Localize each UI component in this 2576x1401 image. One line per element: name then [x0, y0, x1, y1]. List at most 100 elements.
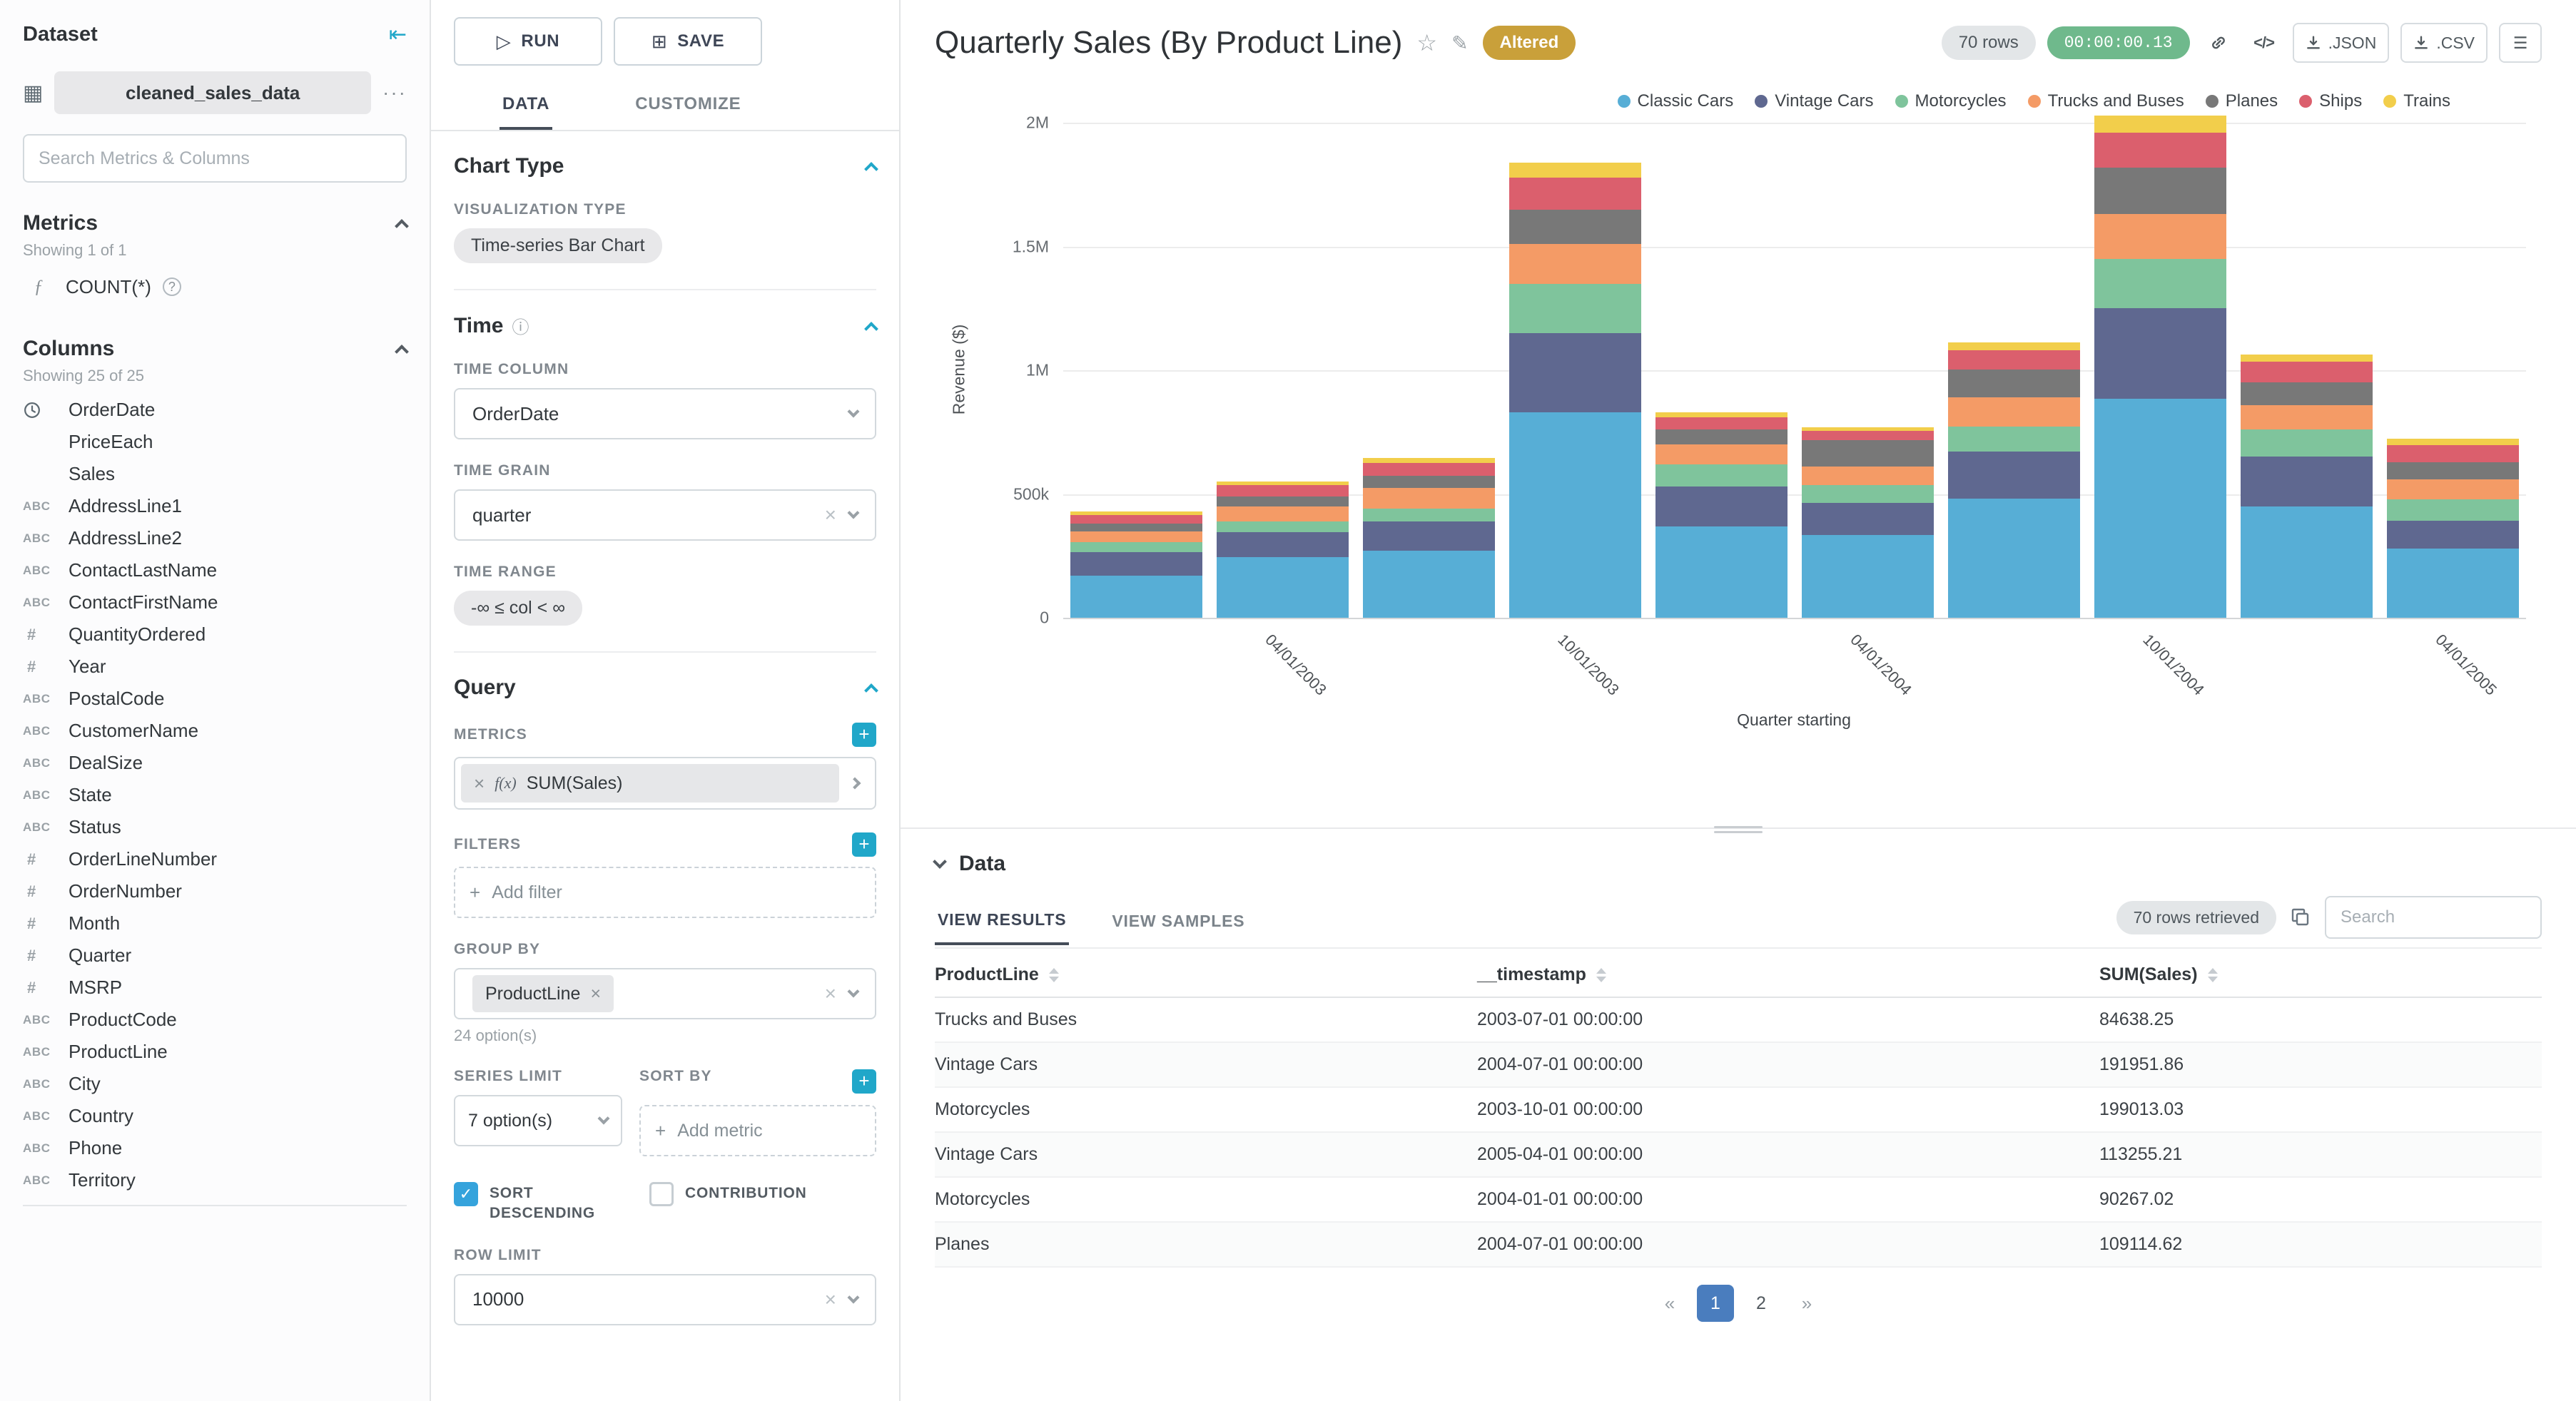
bar-segment-motorcycles[interactable] [2094, 258, 2226, 309]
bar-segment-vintage-cars[interactable] [1363, 521, 1495, 551]
bar-segment-motorcycles[interactable] [1070, 542, 1202, 553]
bar-segment-trains[interactable] [2094, 115, 2226, 133]
collapse-panel-icon[interactable]: ⇤ [388, 22, 407, 46]
legend-item-trains[interactable]: Trains [2383, 91, 2450, 111]
bar-segment-classic-cars[interactable] [2094, 398, 2226, 618]
bar-segment-vintage-cars[interactable] [2241, 457, 2373, 506]
pagination-prev[interactable]: « [1664, 1292, 1675, 1314]
add-sort-metric-dropzone[interactable]: + Add metric [639, 1105, 876, 1156]
table-row[interactable]: Vintage Cars 2004-07-01 00:00:00 191951.86 [935, 1042, 2542, 1088]
help-icon[interactable]: ? [162, 277, 181, 296]
bar-segment-trucks-and-buses[interactable] [2241, 404, 2373, 430]
legend-item-motorcycles[interactable]: Motorcycles [1895, 91, 2007, 111]
bar-segment-motorcycles[interactable] [2241, 429, 2373, 457]
bar-segment-ships[interactable] [1070, 515, 1202, 524]
sort-icon[interactable] [1596, 968, 1606, 983]
column-item[interactable]: ABC DealSize [23, 747, 407, 779]
metrics-columns-search-input[interactable] [23, 134, 407, 183]
column-item[interactable]: ABC Status [23, 811, 407, 843]
table-row[interactable]: Planes 2004-07-01 00:00:00 109114.62 [935, 1222, 2542, 1268]
chevron-up-icon[interactable] [395, 219, 409, 233]
bar-segment-planes[interactable] [1363, 475, 1495, 488]
bar-segment-ships[interactable] [1948, 350, 2080, 370]
bar-01/01/2004[interactable] [1655, 412, 1788, 618]
bar-segment-vintage-cars[interactable] [1070, 552, 1202, 576]
bar-01/01/2003[interactable] [1070, 511, 1202, 618]
bar-segment-trains[interactable] [1509, 162, 1641, 178]
chevron-up-icon[interactable] [864, 162, 878, 176]
bar-segment-trains[interactable] [1948, 342, 2080, 350]
series-limit-select[interactable]: 7 option(s) [454, 1095, 622, 1146]
export-json-button[interactable]: .JSON [2292, 23, 2390, 63]
bar-segment-ships[interactable] [1363, 463, 1495, 476]
column-item[interactable]: ABC Phone [23, 1132, 407, 1164]
bar-segment-ships[interactable] [2094, 132, 2226, 168]
bar-segment-vintage-cars[interactable] [1802, 502, 1934, 535]
bar-segment-trucks-and-buses[interactable] [1363, 487, 1495, 509]
column-item[interactable]: Sales [23, 458, 407, 490]
time-column-select[interactable]: OrderDate [454, 388, 876, 439]
column-item[interactable]: ABC City [23, 1068, 407, 1100]
export-csv-button[interactable]: .CSV [2400, 23, 2488, 63]
bar-07/01/2003[interactable] [1363, 458, 1495, 618]
pagination-page-2[interactable]: 2 [1756, 1293, 1766, 1313]
bar-segment-motorcycles[interactable] [1802, 485, 1934, 503]
column-item[interactable]: ABC AddressLine2 [23, 522, 407, 554]
copy-results-button[interactable] [2291, 907, 2311, 927]
bar-segment-classic-cars[interactable] [1509, 412, 1641, 618]
bar-segment-ships[interactable] [1217, 485, 1349, 497]
bar-04/01/2003[interactable] [1217, 482, 1349, 618]
bar-segment-trucks-and-buses[interactable] [1509, 244, 1641, 284]
bar-segment-vintage-cars[interactable] [2094, 308, 2226, 399]
bar-segment-vintage-cars[interactable] [1217, 532, 1349, 557]
bar-segment-planes[interactable] [1802, 439, 1934, 467]
bar-10/01/2004[interactable] [2094, 115, 2226, 618]
bar-segment-planes[interactable] [2387, 462, 2519, 480]
clear-icon[interactable]: × [824, 982, 836, 1004]
bar-segment-motorcycles[interactable] [1509, 283, 1641, 333]
dataset-name[interactable]: cleaned_sales_data [54, 71, 372, 114]
add-metric-button[interactable]: + [852, 723, 876, 747]
column-item[interactable]: ABC PostalCode [23, 683, 407, 715]
bar-segment-trains[interactable] [1802, 427, 1934, 432]
bar-segment-planes[interactable] [1948, 370, 2080, 397]
chart-canvas[interactable]: Classic Cars Vintage Cars Motorcycles Truck… [901, 71, 2576, 827]
clear-icon[interactable]: × [824, 1288, 836, 1310]
edit-title-icon[interactable]: ✎ [1451, 31, 1469, 54]
remove-metric-icon[interactable]: × [474, 772, 485, 794]
pagination-next[interactable]: » [1801, 1292, 1812, 1314]
column-item[interactable]: # OrderNumber [23, 875, 407, 907]
bar-segment-motorcycles[interactable] [1217, 521, 1349, 533]
checkbox-unchecked-icon[interactable] [649, 1182, 674, 1206]
column-item[interactable]: ABC Country [23, 1100, 407, 1132]
legend-item-vintage-cars[interactable]: Vintage Cars [1755, 91, 1874, 111]
bar-segment-classic-cars[interactable] [1948, 499, 2080, 618]
bar-segment-classic-cars[interactable] [1070, 576, 1202, 618]
add-filter-dropzone[interactable]: + Add filter [454, 867, 876, 918]
bar-segment-trains[interactable] [2241, 354, 2373, 362]
bar-segment-classic-cars[interactable] [2387, 548, 2519, 618]
tab-data[interactable]: DATA [500, 80, 553, 130]
column-item[interactable]: ABC ProductCode [23, 1004, 407, 1036]
table-row[interactable]: Trucks and Buses 2003-07-01 00:00:00 84638… [935, 997, 2542, 1043]
metric-item[interactable]: ƒ COUNT(*) ? [23, 265, 407, 308]
results-column-header[interactable]: __timestamp [1477, 952, 2099, 998]
bar-segment-trains[interactable] [1070, 511, 1202, 516]
bar-segment-trucks-and-buses[interactable] [2094, 214, 2226, 259]
column-item[interactable]: ABC ContactFirstName [23, 586, 407, 618]
contribution-checkbox[interactable]: CONTRIBUTION [649, 1182, 807, 1224]
bar-10/01/2003[interactable] [1509, 162, 1641, 618]
bar-segment-planes[interactable] [2094, 167, 2226, 215]
column-item[interactable]: # Year [23, 651, 407, 683]
column-item[interactable]: ABC Territory [23, 1164, 407, 1196]
bar-segment-planes[interactable] [1509, 209, 1641, 245]
view-query-button[interactable]: </> [2246, 23, 2281, 63]
results-search-input[interactable] [2325, 896, 2542, 939]
bar-segment-classic-cars[interactable] [1363, 551, 1495, 618]
sort-icon[interactable] [1048, 968, 1059, 983]
chart-menu-button[interactable]: ☰ [2499, 23, 2542, 63]
chevron-up-icon[interactable] [864, 683, 878, 698]
table-row[interactable]: Vintage Cars 2005-04-01 00:00:00 113255.21 [935, 1132, 2542, 1178]
checkbox-checked-icon[interactable]: ✓ [454, 1182, 478, 1206]
chevron-right-icon[interactable] [848, 777, 861, 790]
